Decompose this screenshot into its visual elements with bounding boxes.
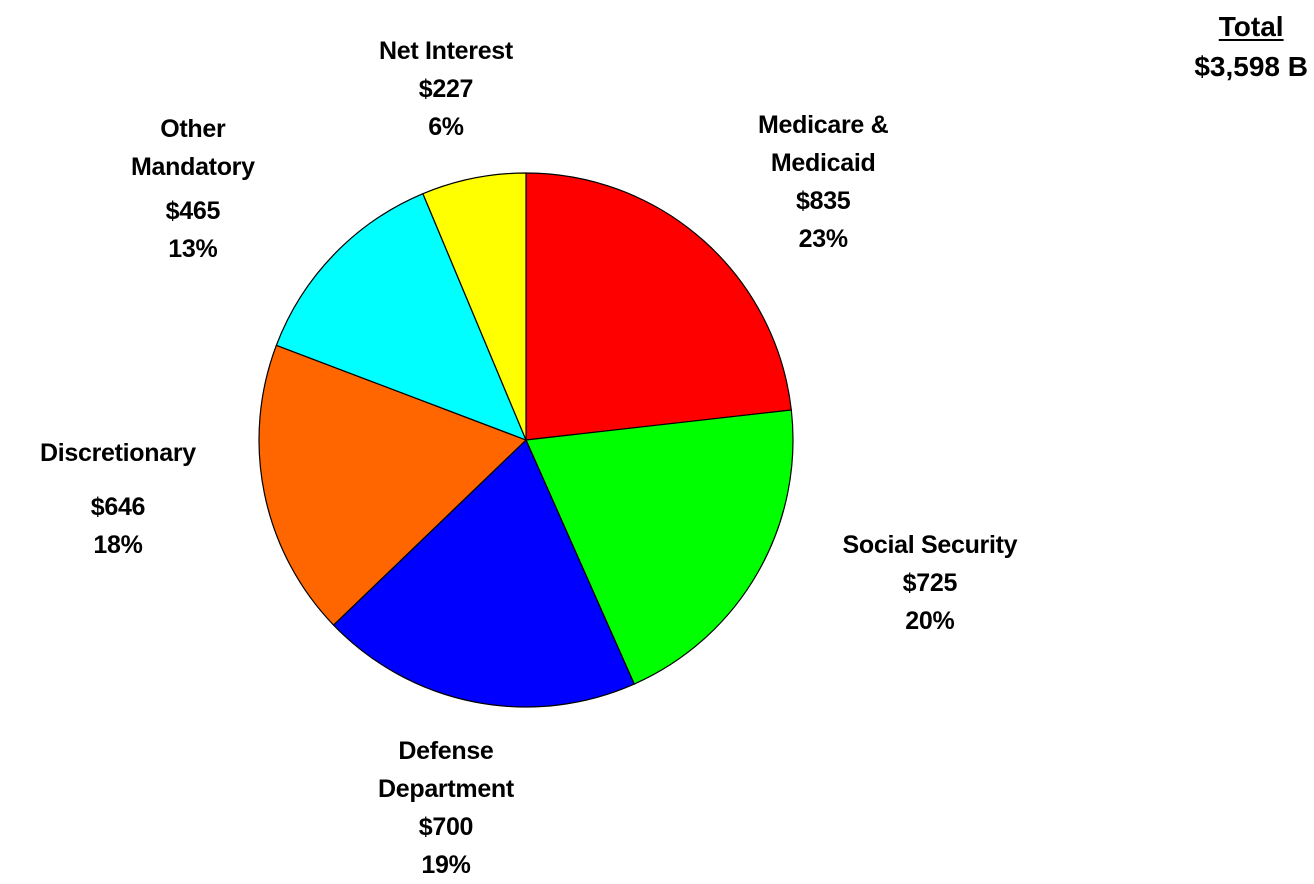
slice-name-label: Other: [160, 115, 226, 143]
slice-percent-label: 13%: [168, 235, 218, 263]
label-net-interest: Net Interest $227 6%: [379, 32, 513, 146]
slice-name-label: Medicare &: [758, 111, 889, 139]
slice-percent-label: 18%: [93, 531, 143, 559]
total-box: Total $3,598 B: [1194, 8, 1308, 86]
slice-name-label: Defense: [398, 737, 494, 765]
slice-name-label: Department: [378, 775, 514, 803]
label-defense-department: Defense Department $700 19%: [378, 732, 514, 884]
slice-social-security: [525, 409, 794, 685]
slice-percent-label: 20%: [905, 607, 955, 635]
slice-net-interest: [422, 172, 527, 441]
slice-percent-label: 23%: [798, 225, 848, 253]
slice-name-label: Discretionary: [40, 439, 196, 467]
slice-name-label: Social Security: [842, 531, 1018, 559]
pie-slices: [258, 172, 794, 708]
label-other-mandatory: Other Mandatory $465 13%: [131, 110, 255, 268]
total-value: $3,598 B: [1194, 51, 1308, 82]
slice-value-label: $646: [90, 493, 146, 521]
label-social-security: Social Security $725 20%: [843, 526, 1018, 640]
slice-value-label: $700: [418, 813, 474, 841]
slice-value-label: $725: [902, 569, 958, 597]
slice-value-label: $227: [418, 75, 474, 103]
slice-percent-label: 6%: [428, 113, 464, 141]
slice-value-label: $835: [795, 187, 851, 215]
total-heading: Total: [1218, 11, 1284, 42]
slice-percent-label: 19%: [421, 851, 471, 879]
slice-name-label: Medicaid: [770, 149, 876, 177]
slice-name-label: Mandatory: [131, 153, 255, 181]
slice-other-mandatory: [275, 193, 527, 441]
label-discretionary: Discretionary $646 18%: [40, 434, 196, 564]
slice-medicare-and-medicaid: [525, 172, 792, 441]
label-medicare-and-medicaid: Medicare & Medicaid $835 23%: [758, 106, 889, 258]
slice-name-label: Net Interest: [379, 37, 513, 65]
slice-value-label: $465: [165, 197, 221, 225]
slice-defense-department: [332, 439, 635, 708]
